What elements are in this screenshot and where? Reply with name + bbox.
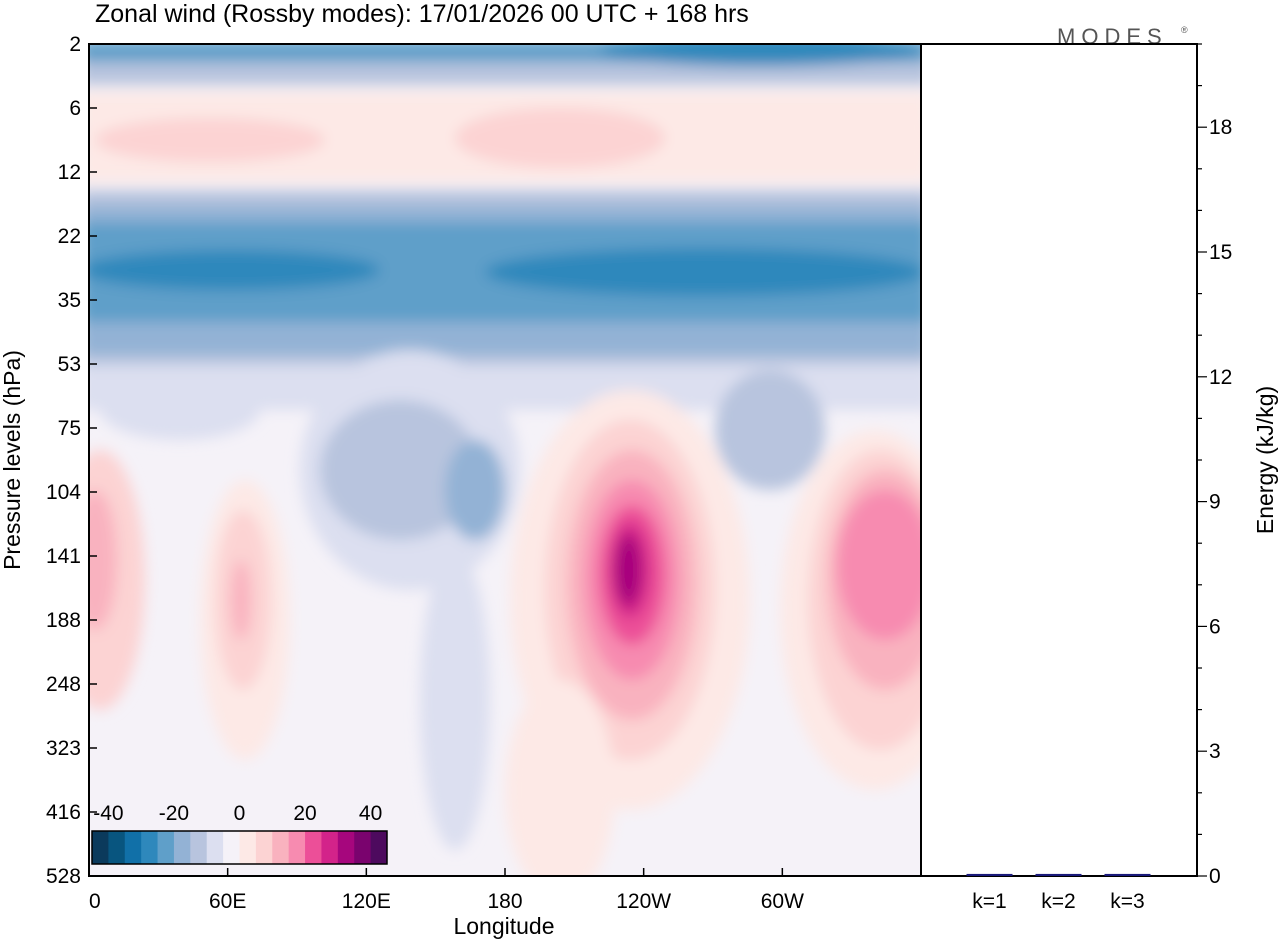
colorbar-tick-label: 20 [293, 802, 316, 825]
pressure-tick-label: 53 [58, 353, 81, 376]
westerly-patch-dateline [455, 108, 665, 168]
x-axis-label: Longitude [453, 913, 554, 939]
longitude-axis: 0 60E 120E 180 120W 60W [88, 868, 804, 913]
colorbar-tick-label: -40 [93, 802, 123, 825]
pressure-tick-label: 104 [46, 481, 81, 504]
energy-axis: 0 3 6 9 12 15 18 [1197, 43, 1232, 888]
pressure-tick-label: 416 [46, 801, 81, 824]
energy-tick-label: 15 [1209, 241, 1232, 264]
colorbar-swatch [157, 831, 175, 864]
colorbar-swatch [370, 831, 388, 864]
colorbar-swatch [255, 831, 273, 864]
longitude-tick-label: 120E [342, 890, 391, 913]
energy-panel-frame [920, 43, 1198, 877]
energy-axis-label: Energy (kJ/kg) [1252, 386, 1278, 534]
colorbar-swatch [108, 831, 126, 864]
pressure-tick-label: 141 [46, 545, 81, 568]
easterly-jet-core-west [89, 250, 380, 290]
longitude-tick-label: 60E [209, 890, 246, 913]
colorbar-swatch [190, 831, 208, 864]
longitude-tick-label: 60W [761, 890, 804, 913]
westerly-120w-max [615, 535, 641, 605]
easterly-patch-30e [100, 380, 260, 440]
energy-bars: k=1 k=2 k=3 [966, 873, 1151, 913]
upper-easterly-max [600, 44, 920, 66]
energy-tick-label: 0 [1209, 865, 1221, 888]
colorbar-tick-label: -20 [159, 802, 189, 825]
colorbar-swatch [223, 831, 240, 864]
pressure-tick-label: 528 [46, 865, 81, 888]
energy-bar-label: k=1 [972, 890, 1006, 913]
energy-tick-label: 18 [1209, 116, 1232, 139]
colorbar-swatch [92, 831, 109, 864]
pressure-tick-label: 323 [46, 737, 81, 760]
y-axis-label: Pressure levels (hPa) [0, 350, 25, 570]
colorbar-tick-label: 40 [359, 802, 382, 825]
colorbar-swatch [173, 831, 191, 864]
westerly-0e-max [89, 490, 117, 630]
pressure-tick-label: 12 [58, 161, 81, 184]
easterly-tongue-max [445, 440, 505, 540]
easterly-tongue-core [320, 400, 480, 540]
colorbar-swatch [206, 831, 224, 864]
colorbar-tick-label: 0 [234, 802, 246, 825]
zonal-wind-field [89, 44, 921, 876]
colorbar-swatch [141, 831, 159, 864]
westerly-patch-east [820, 112, 921, 168]
westerly-60e-max [231, 560, 251, 640]
pressure-axis: 2 6 12 22 35 53 75 104 141 188 248 323 416 528 [46, 33, 97, 888]
chart-title: Zonal wind (Rossby modes): 17/01/2026 00… [95, 0, 749, 28]
westerly-30w-max [837, 490, 921, 640]
pressure-tick-label: 35 [58, 289, 81, 312]
colorbar-swatch [124, 831, 142, 864]
pressure-tick-label: 248 [46, 673, 81, 696]
longitude-tick-label: 180 [487, 890, 522, 913]
energy-tick-label: 6 [1209, 615, 1221, 638]
energy-bar [966, 873, 1013, 876]
pressure-tick-label: 2 [69, 33, 81, 56]
pressure-tick-label: 188 [46, 609, 81, 632]
energy-tick-label: 3 [1209, 740, 1221, 763]
registered-mark: ® [1181, 25, 1188, 35]
energy-tick-label: 9 [1209, 491, 1221, 514]
colorbar: -40 -20 0 20 40 [91, 802, 388, 865]
colorbar-swatch [305, 831, 322, 864]
easterly-patch-60w [715, 370, 825, 490]
colorbar-frame [91, 830, 388, 865]
pressure-tick-label: 22 [58, 225, 81, 248]
colorbar-swatch [354, 831, 372, 864]
longitude-tick-label: 0 [89, 890, 101, 913]
easterly-tongue-lower [420, 550, 490, 850]
colorbar-swatch [337, 831, 355, 864]
energy-tick-label: 12 [1209, 366, 1232, 389]
colorbar-swatch [272, 831, 290, 864]
colorbar-swatch [288, 831, 306, 864]
energy-bar [1104, 873, 1151, 876]
colorbar-swatch [321, 831, 339, 864]
pressure-tick-label: 75 [58, 417, 81, 440]
colorbar-swatch [239, 831, 257, 864]
longitude-tick-label: 120W [616, 890, 671, 913]
westerly-patch-west [95, 118, 325, 162]
easterly-jet-core-east [485, 248, 921, 296]
energy-bar-label: k=3 [1110, 890, 1144, 913]
energy-bar-label: k=2 [1041, 890, 1075, 913]
pressure-tick-label: 6 [69, 97, 81, 120]
energy-bar [1035, 873, 1082, 876]
westerly-lower-160w [505, 680, 615, 876]
